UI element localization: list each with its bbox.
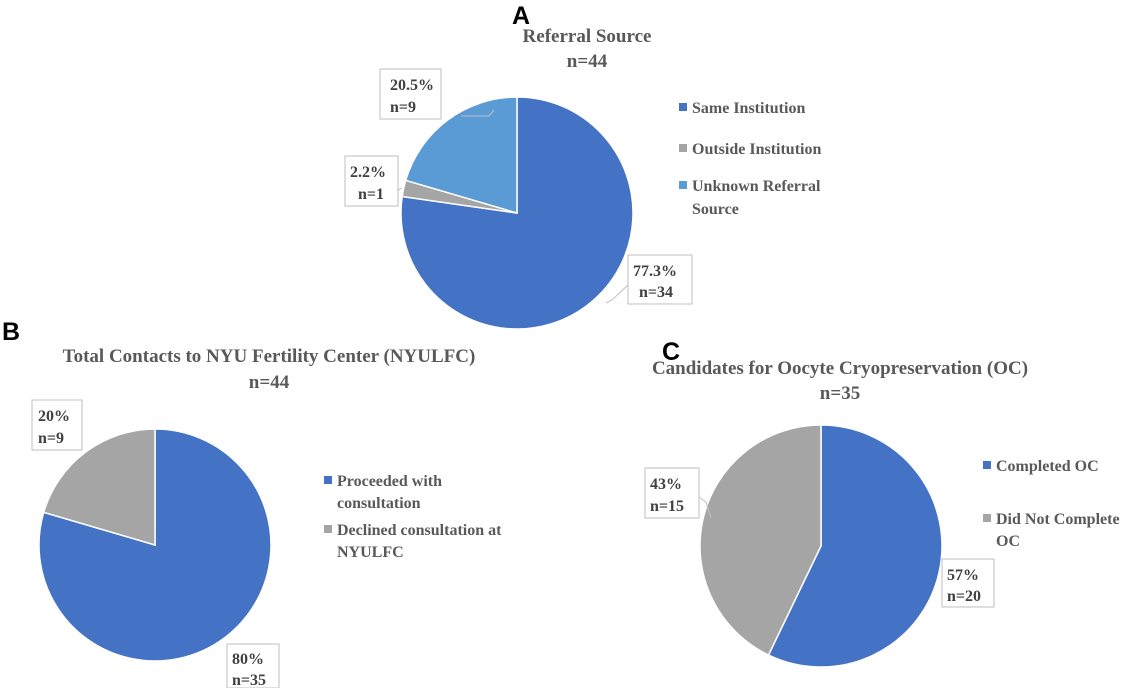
panel-c-label-box-completed <box>941 558 995 608</box>
panel-a-leader-outside <box>397 187 403 191</box>
panel-a-legend-unknown: Unknown Referral Source <box>692 178 824 218</box>
panel-a-legend-unknown-line1: Unknown Referral <box>692 178 821 195</box>
panel-c-label-completed-n: n=20 <box>947 588 981 605</box>
panel-a-label-same-n: n=34 <box>639 284 673 301</box>
panel-b-total-contacts: B Total Contacts to NYU Fertility Center… <box>2 318 505 688</box>
panel-b-label-box-declined <box>31 399 83 451</box>
panel-b-label-box-proceeded <box>226 643 280 688</box>
panel-a-referral-source: A Referral Source n=44 20.5% n=9 2.2% n=… <box>344 2 824 330</box>
panel-c-oc-candidates: C Candidates for Oocyte Cryopreservation… <box>644 338 1124 668</box>
panel-a-slice-unknown-referral-source <box>404 96 518 215</box>
panel-b-letter: B <box>2 318 20 346</box>
panel-a-slice-same-institution <box>400 96 634 330</box>
panel-b-legend-declined-line1: Declined consultation at <box>337 522 502 539</box>
panel-c-legend-completed: Completed OC <box>996 458 1099 475</box>
panel-c-slice-did-not-complete-oc <box>699 424 822 657</box>
panel-a-letter: A <box>512 2 530 30</box>
panel-a-label-outside-pct: 2.2% <box>350 164 386 181</box>
panel-a-label-unknown-pct: 20.5% <box>390 77 434 94</box>
panel-b-label-proceeded-n: n=35 <box>232 672 266 688</box>
panel-a-legend-swatch-outside <box>679 144 687 152</box>
panel-a-leader-unknown <box>461 109 495 117</box>
panel-c-label-notcomplete-n: n=15 <box>650 498 684 515</box>
panel-b-title: Total Contacts to NYU Fertility Center (… <box>63 346 476 367</box>
panel-b-pie <box>38 428 272 662</box>
panel-c-legend-swatch-completed <box>983 461 991 469</box>
panel-b-label-declined-pct: 20% <box>38 408 70 425</box>
panel-c-subtitle: n=35 <box>820 383 860 404</box>
panel-c-pie <box>699 424 943 668</box>
panel-a-leader-same <box>605 284 629 304</box>
panel-c-letter: C <box>662 338 680 366</box>
panel-b-label-declined-n: n=9 <box>38 430 64 447</box>
panel-c-title: Candidates for Oocyte Cryopreservation (… <box>652 358 1028 379</box>
panel-a-legend-swatch-unknown <box>679 181 687 189</box>
panel-c-leader-notcomplete <box>698 496 712 519</box>
panel-c-legend-notcomplete: Did Not Complete OC <box>996 511 1124 550</box>
panel-a-legend-outside: Outside Institution <box>692 141 821 158</box>
panel-c-label-box-notcomplete <box>644 467 700 519</box>
panel-b-legend-proceeded-line1: Proceeded with <box>337 473 442 490</box>
panel-a-label-box-outside <box>344 155 399 207</box>
panel-c-legend-notcomplete-line1: Did Not Complete <box>996 511 1120 528</box>
panel-a-label-box-same <box>627 254 693 305</box>
panel-b-label-proceeded-pct: 80% <box>232 651 264 668</box>
panel-a-subtitle: n=44 <box>567 51 608 72</box>
panel-b-legend-swatch-declined <box>324 525 332 533</box>
panel-c-legend-swatch-notcomplete <box>983 514 991 522</box>
panel-a-legend-same: Same Institution <box>692 100 805 117</box>
panel-b-slice-declined-consultation-at-nyulfc <box>42 428 156 547</box>
panel-b-legend-proceeded-line2: consultation <box>337 495 421 512</box>
panel-c-legend-notcomplete-line2: OC <box>996 533 1020 550</box>
panel-c-slice-completed-oc <box>767 424 943 668</box>
panel-a-label-box-unknown <box>379 68 442 120</box>
panel-a-title: Referral Source <box>523 26 652 47</box>
panel-a-label-same-pct: 77.3% <box>633 263 677 280</box>
panel-a-pie <box>400 96 634 330</box>
panel-c-label-completed-pct: 57% <box>947 567 979 584</box>
panel-a-legend-unknown-line2: Source <box>692 201 739 218</box>
panel-b-legend-declined-line2: NYULFC <box>337 544 404 561</box>
panel-b-legend-declined: Declined consultation at NYULFC <box>337 522 505 561</box>
panel-b-subtitle: n=44 <box>249 372 290 393</box>
panel-a-label-outside-n: n=1 <box>358 186 384 203</box>
panel-a-label-unknown-n: n=9 <box>390 99 416 116</box>
panel-c-label-notcomplete-pct: 43% <box>650 476 682 493</box>
panel-b-legend-proceeded: Proceeded with consultation <box>337 473 446 512</box>
panel-a-legend-swatch-same <box>679 103 687 111</box>
panel-b-legend-swatch-proceeded <box>324 476 332 484</box>
